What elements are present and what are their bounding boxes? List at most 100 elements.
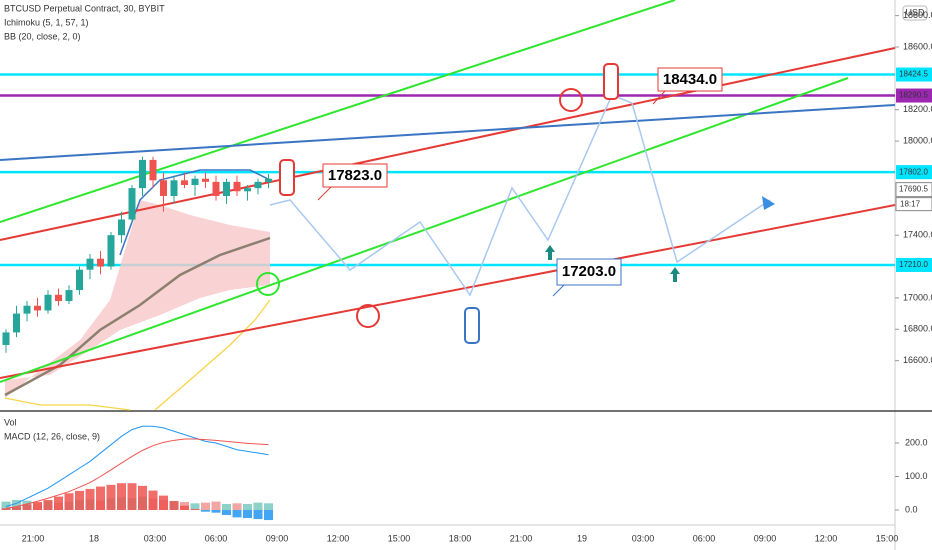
macd-histogram-bar (64, 493, 74, 510)
volume-bar (12, 499, 21, 510)
candle-body (118, 219, 125, 236)
indicator-label: Vol (4, 417, 17, 427)
smiley (256, 272, 280, 296)
candle-body (2, 332, 10, 345)
candle-body (128, 188, 136, 220)
countdown-label: 18:17 (900, 200, 921, 209)
macd-histogram-bar (96, 486, 105, 510)
x-tick-label: 06:00 (693, 533, 716, 543)
x-tick-label: 15:00 (876, 533, 899, 543)
x-tick-label: 18 (89, 533, 99, 543)
y2-tick-label: 100.0 (905, 471, 928, 481)
candle-body (160, 180, 167, 196)
y-tick-label: 16800.0 (903, 324, 932, 334)
candle-body (13, 313, 20, 333)
macd-histogram-bar (117, 483, 126, 510)
x-tick-label: 19 (577, 533, 587, 543)
volume-bar (243, 503, 252, 510)
trend-line (0, 0, 676, 223)
callout-pointer (652, 90, 666, 105)
callout-box (322, 163, 388, 188)
macd-histogram-bar (138, 485, 147, 510)
x-tick-label: 09:00 (754, 533, 777, 543)
currency-label: USD (905, 7, 925, 17)
macd-histogram-bar (159, 495, 168, 510)
callout-text: 17203.0 (562, 263, 616, 280)
x-tick-label: 21:00 (510, 533, 533, 543)
macd-histogram-bar (190, 508, 200, 510)
ichimoku-cloud (5, 200, 270, 398)
x-tick-label: 15:00 (388, 533, 411, 543)
x-tick-label: 06:00 (205, 533, 228, 543)
arrow (545, 245, 555, 260)
candle-body (202, 178, 209, 182)
candle-body (44, 294, 52, 311)
x-tick-label: 18:00 (449, 533, 472, 543)
candle-body (191, 178, 199, 185)
price-tag-label: 18290.5 (899, 91, 928, 100)
callout-pointer (317, 185, 333, 201)
candle-body (265, 178, 272, 182)
candle-body (233, 181, 241, 192)
smiley (559, 88, 583, 112)
indicator-label: MACD (12, 26, close, 9) (4, 431, 100, 441)
x-tick-label: 03:00 (144, 533, 167, 543)
callout-box (657, 67, 723, 92)
currency-badge[interactable] (902, 5, 928, 21)
macd-histogram-bar (222, 510, 231, 516)
smiley (356, 304, 380, 328)
price-tag-label: 18424.5 (899, 70, 928, 79)
macd-histogram-bar (106, 484, 116, 510)
x-tick-label: 12:00 (327, 533, 350, 543)
hand-icon (603, 63, 619, 100)
price-tag (896, 88, 932, 103)
bb-upper (119, 169, 271, 256)
macd-histogram-bar (211, 510, 221, 513)
volume-bar (253, 502, 263, 510)
y-tick-label: 16600.0 (903, 355, 932, 365)
trend-line (0, 104, 896, 161)
macd-histogram-bar (243, 510, 252, 519)
y2-tick-label: 0.0 (905, 504, 918, 514)
callout-box (556, 258, 622, 286)
volume-bar (201, 502, 210, 510)
volume-bar (211, 501, 221, 510)
x-tick-label: 21:00 (22, 533, 45, 543)
x-tick-label: 03:00 (632, 533, 655, 543)
y-tick-label: 18600.0 (903, 41, 932, 51)
candle-body (212, 181, 220, 196)
macd-histogram-bar (201, 510, 210, 512)
macd-histogram-bar (85, 488, 95, 510)
macd-histogram-bar (253, 510, 263, 520)
last-price-label: 17690.5 (899, 185, 928, 194)
hand-icon (464, 307, 480, 344)
macd-histogram-bar (75, 490, 84, 510)
volume-bar (232, 503, 242, 510)
candle-body (223, 181, 230, 196)
macd-histogram-bar (127, 483, 137, 510)
y-tick-label: 18800.0 (903, 10, 932, 20)
bb-lower (4, 299, 271, 411)
y-tick-label: 18200.0 (903, 104, 932, 114)
candle-body (86, 258, 94, 270)
price-tag (896, 67, 932, 82)
candle-body (139, 159, 146, 189)
candle-body (23, 305, 31, 314)
candle-body (65, 290, 73, 302)
candle-body (254, 181, 262, 189)
candle-body (76, 269, 83, 291)
volume-bar (190, 503, 200, 510)
arrow (670, 267, 680, 282)
x-tick-label: 09:00 (266, 533, 289, 543)
candle-body (244, 188, 251, 192)
macd-histogram-bar (232, 510, 242, 518)
candle-body (34, 305, 41, 311)
macd-histogram-bar (1, 508, 11, 510)
countdown-tag (895, 197, 932, 212)
last-price-tag (895, 182, 932, 198)
macd-histogram-bar (180, 505, 189, 510)
candle-body (170, 180, 178, 196)
signal-line (5, 438, 269, 509)
price-tag-label: 17210.0 (899, 260, 928, 269)
